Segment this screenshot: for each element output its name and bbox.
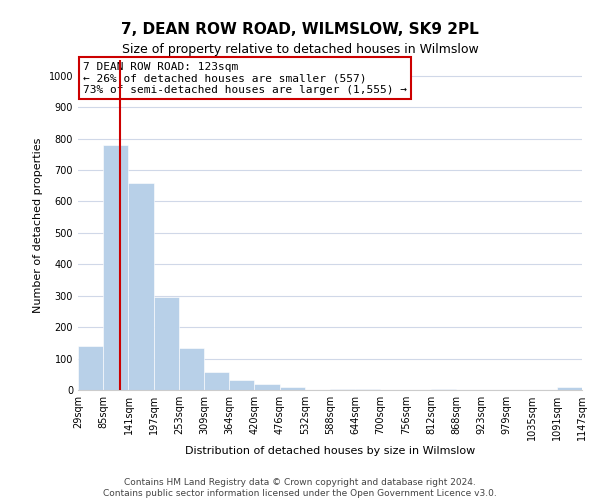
Bar bbox=[154, 298, 179, 390]
Text: Size of property relative to detached houses in Wilmslow: Size of property relative to detached ho… bbox=[122, 42, 478, 56]
Bar bbox=[330, 388, 355, 390]
Bar bbox=[179, 348, 204, 390]
Bar bbox=[103, 145, 128, 390]
Text: Contains HM Land Registry data © Crown copyright and database right 2024.
Contai: Contains HM Land Registry data © Crown c… bbox=[103, 478, 497, 498]
Bar bbox=[280, 388, 305, 390]
Text: 7 DEAN ROW ROAD: 123sqm
← 26% of detached houses are smaller (557)
73% of semi-d: 7 DEAN ROW ROAD: 123sqm ← 26% of detache… bbox=[83, 62, 407, 95]
Bar bbox=[128, 182, 154, 390]
Y-axis label: Number of detached properties: Number of detached properties bbox=[33, 138, 43, 312]
Bar bbox=[204, 372, 229, 390]
Bar bbox=[557, 388, 582, 390]
X-axis label: Distribution of detached houses by size in Wilmslow: Distribution of detached houses by size … bbox=[185, 446, 475, 456]
Bar bbox=[431, 389, 456, 390]
Bar bbox=[229, 380, 254, 390]
Text: 7, DEAN ROW ROAD, WILMSLOW, SK9 2PL: 7, DEAN ROW ROAD, WILMSLOW, SK9 2PL bbox=[121, 22, 479, 38]
Bar bbox=[355, 389, 380, 390]
Bar bbox=[78, 346, 103, 390]
Bar bbox=[254, 384, 280, 390]
